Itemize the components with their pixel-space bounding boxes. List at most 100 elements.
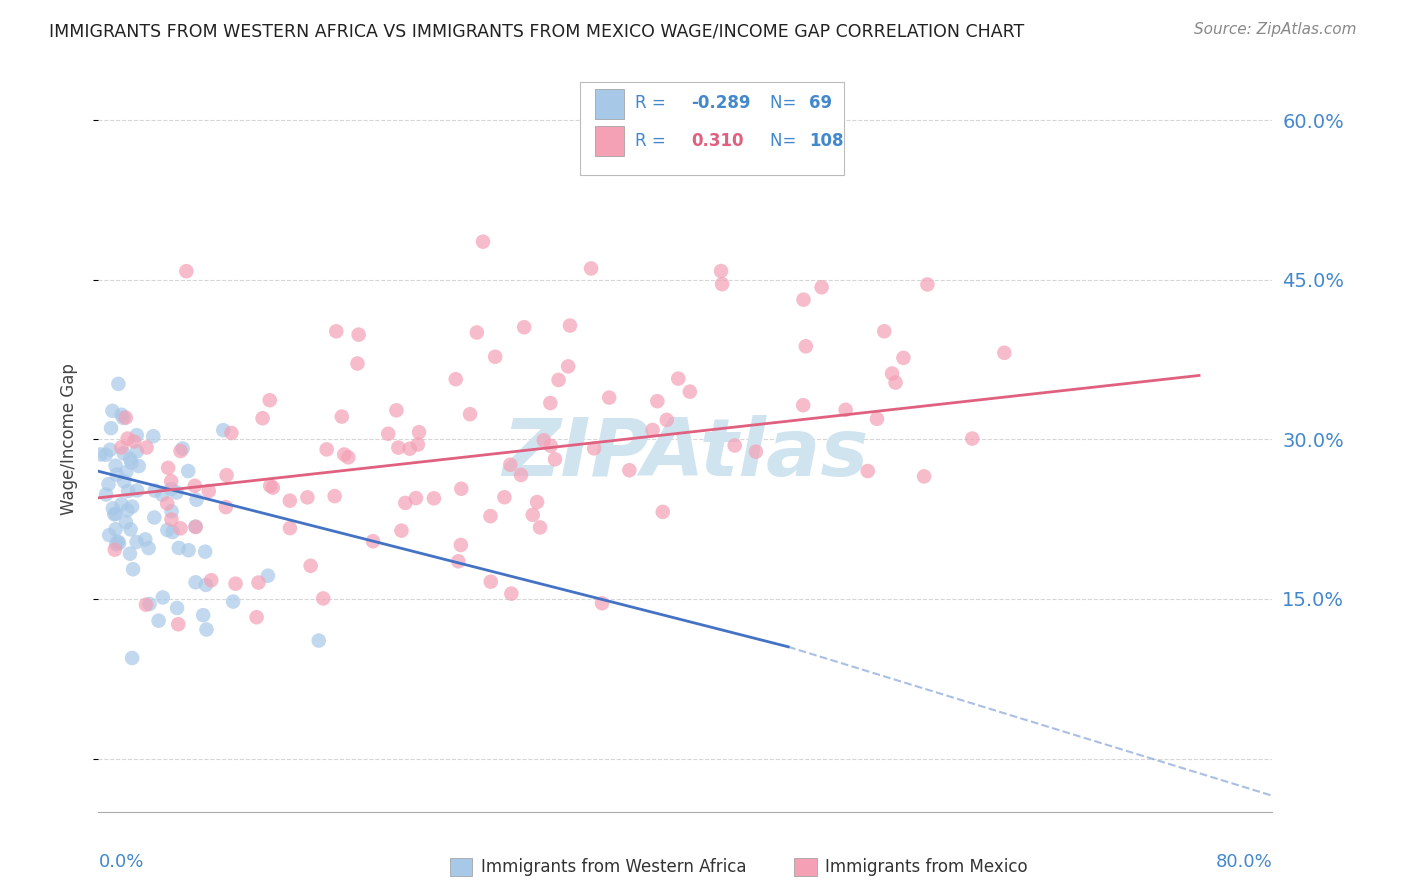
Point [134,533,156,547]
Text: 0.0%: 0.0% [98,853,143,871]
Point [406,437,429,451]
Point [117,483,139,498]
Point [387,441,409,455]
Point [711,277,734,292]
Point [866,412,889,426]
Point [450,482,472,496]
Point [222,594,245,608]
Point [513,320,536,334]
Point [177,543,200,558]
Text: Immigrants from Mexico: Immigrants from Mexico [825,858,1028,876]
Point [993,346,1015,360]
Point [641,423,664,437]
Point [494,490,516,504]
Point [105,537,128,551]
Point [160,504,183,518]
Point [117,503,139,517]
Text: R =: R = [636,132,676,150]
Point [299,558,322,573]
Point [117,432,139,446]
Point [745,444,768,458]
Point [619,463,641,477]
Point [651,505,673,519]
Point [160,482,183,496]
Point [912,469,935,483]
Point [710,264,733,278]
Point [172,442,194,456]
Text: 69: 69 [808,95,832,112]
Point [558,318,581,333]
Point [160,512,183,526]
Point [115,465,138,479]
Point [184,519,207,533]
Bar [595,89,624,119]
Point [121,456,143,470]
Point [215,468,238,483]
Point [246,610,269,624]
Point [194,544,217,558]
Point [337,450,360,465]
Point [184,575,207,590]
Point [408,425,430,440]
Point [107,376,129,391]
Point [142,429,165,443]
Point [873,324,896,338]
Point [347,327,370,342]
Point [184,479,207,493]
Point [167,541,190,555]
Text: ZIPAtlas: ZIPAtlas [502,415,869,493]
Point [330,409,353,424]
Point [98,528,121,542]
Point [533,434,555,448]
Point [125,535,148,549]
Point [97,477,120,491]
Point [166,485,188,500]
Point [472,235,495,249]
Point [112,410,135,425]
Point [724,438,747,452]
Point [122,562,145,576]
Point [176,264,198,278]
Point [150,488,173,502]
Point [128,459,150,474]
Point [794,339,817,353]
Point [315,442,337,457]
Point [156,523,179,537]
Point [333,448,356,462]
Point [122,434,145,449]
Y-axis label: Wage/Income Gap: Wage/Income Gap [59,363,77,516]
Text: Source: ZipAtlas.com: Source: ZipAtlas.com [1194,22,1357,37]
Point [405,491,427,505]
Point [810,280,832,294]
Point [121,500,143,514]
Point [191,608,214,623]
Point [167,617,190,632]
Point [479,509,502,524]
Point [143,510,166,524]
Point [110,408,132,422]
Point [94,487,117,501]
Text: -0.289: -0.289 [692,95,751,112]
Point [917,277,939,292]
Point [212,423,235,437]
Point [893,351,915,365]
Point [792,293,814,307]
Point [479,574,502,589]
Point [215,500,238,514]
Point [143,483,166,498]
Point [884,376,907,390]
Point [194,578,217,592]
Point [458,407,481,421]
Point [157,461,180,475]
Point [200,574,222,588]
Point [325,324,347,338]
Point [101,404,124,418]
Point [247,575,270,590]
Point [262,481,284,495]
Point [297,491,319,505]
Point [135,441,157,455]
Point [666,371,689,385]
Point [120,452,142,467]
Point [197,483,219,498]
Point [540,439,562,453]
